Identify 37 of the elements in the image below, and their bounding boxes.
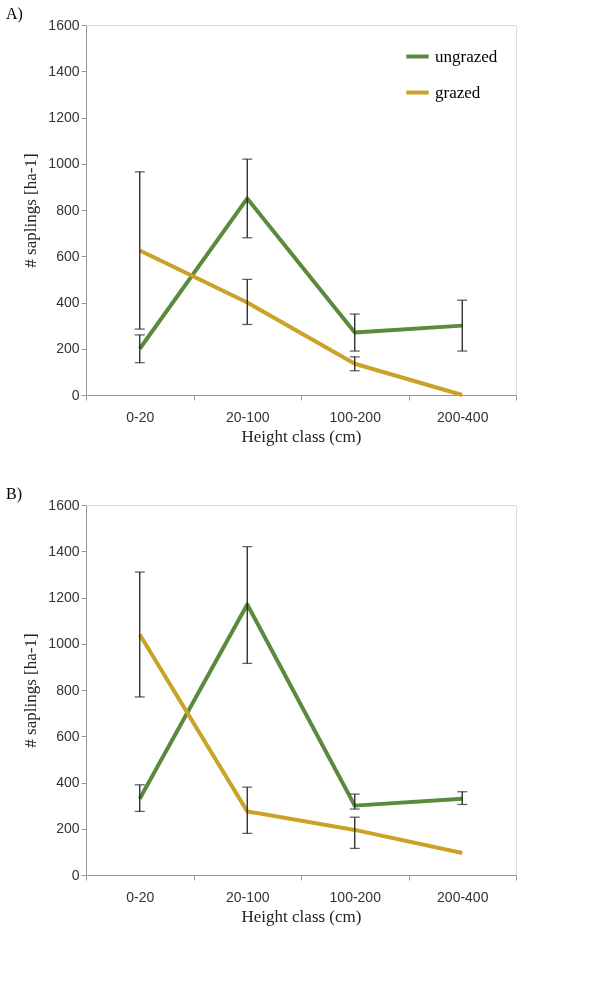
y-tick-label: 1200 <box>48 109 80 125</box>
chart-title: A) <box>6 5 23 23</box>
y-tick-label: 600 <box>56 727 80 744</box>
line-series <box>137 196 465 351</box>
y-tick-label: 1400 <box>48 62 80 79</box>
y-axis-title: # saplings [ha-1] <box>21 633 41 748</box>
y-axis-title: # saplings [ha-1] <box>21 153 41 268</box>
y-tick-label: 0 <box>71 866 80 883</box>
y-tick-label: 400 <box>56 294 80 310</box>
chart-title: B) <box>6 485 22 503</box>
y-tick-label: 1600 <box>48 496 80 513</box>
x-tick-label: 20-100 <box>225 408 270 425</box>
y-tick-label: 200 <box>56 340 80 357</box>
x-tick-label: 200-400 <box>437 408 489 425</box>
y-tick-label: 400 <box>56 774 80 790</box>
line-series <box>137 632 465 856</box>
y-tick-label: 1600 <box>48 16 80 33</box>
x-tick-label: 0-20 <box>126 408 155 425</box>
legend-label: grazed <box>435 82 481 102</box>
y-tick-label: 1400 <box>48 542 80 559</box>
y-tick-label: 600 <box>56 247 80 264</box>
y-tick-label: 200 <box>56 820 80 837</box>
y-tick-label: 1000 <box>48 155 80 172</box>
x-tick-label: 0-20 <box>126 888 155 905</box>
y-tick-label: 0 <box>71 386 80 403</box>
x-tick-label: 100-200 <box>329 888 382 905</box>
x-axis-title: Height class (cm) <box>241 426 362 446</box>
y-tick-label: 800 <box>56 681 80 698</box>
y-tick-label: 1200 <box>48 589 80 605</box>
y-tick-label: 1000 <box>48 635 80 652</box>
x-axis-title: Height class (cm) <box>241 906 362 926</box>
line-series <box>137 248 465 397</box>
y-tick-label: 800 <box>56 201 80 218</box>
legend-label: ungrazed <box>435 46 498 66</box>
x-tick-label: 20-100 <box>225 888 270 905</box>
x-tick-label: 200-400 <box>437 888 489 905</box>
x-tick-label: 100-200 <box>329 408 382 425</box>
